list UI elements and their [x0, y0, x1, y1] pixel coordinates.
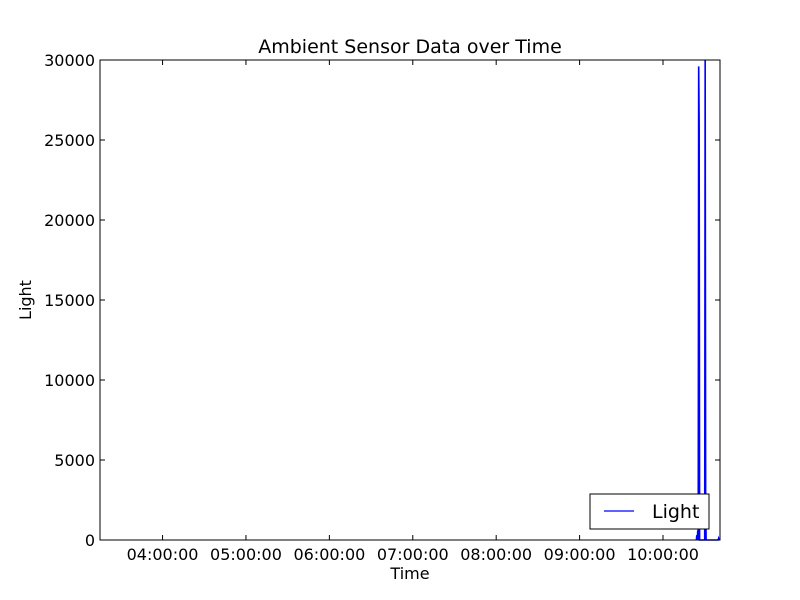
x-tick-label: 10:00:00: [627, 545, 699, 564]
x-tick-label: 07:00:00: [377, 545, 449, 564]
x-tick-label: 08:00:00: [460, 545, 532, 564]
plot-frame: [99, 59, 721, 541]
plot-area: [100, 60, 720, 540]
x-tick-label: 06:00:00: [293, 545, 365, 564]
x-tick-label: 04:00:00: [127, 545, 199, 564]
chart-title: Ambient Sensor Data over Time: [258, 36, 562, 58]
y-tick-label: 25000: [44, 131, 95, 150]
legend-label: Light: [652, 501, 699, 523]
x-tick-label: 09:00:00: [544, 545, 616, 564]
y-tick-label: 20000: [44, 211, 95, 230]
y-axis-label: Light: [16, 280, 35, 320]
legend: Light: [589, 493, 710, 530]
y-tick-label: 5000: [54, 451, 95, 470]
x-axis-label: Time: [389, 564, 429, 583]
y-tick-label: 10000: [44, 371, 95, 390]
y-tick-label: 15000: [44, 291, 95, 310]
tick-layer: 0 5000 10000 15000 20000 25000 30000 04:00:00 05…: [44, 51, 720, 564]
x-tick-label: 05:00:00: [210, 545, 282, 564]
y-tick-label: 0: [85, 531, 95, 550]
y-tick-label: 30000: [44, 51, 95, 70]
